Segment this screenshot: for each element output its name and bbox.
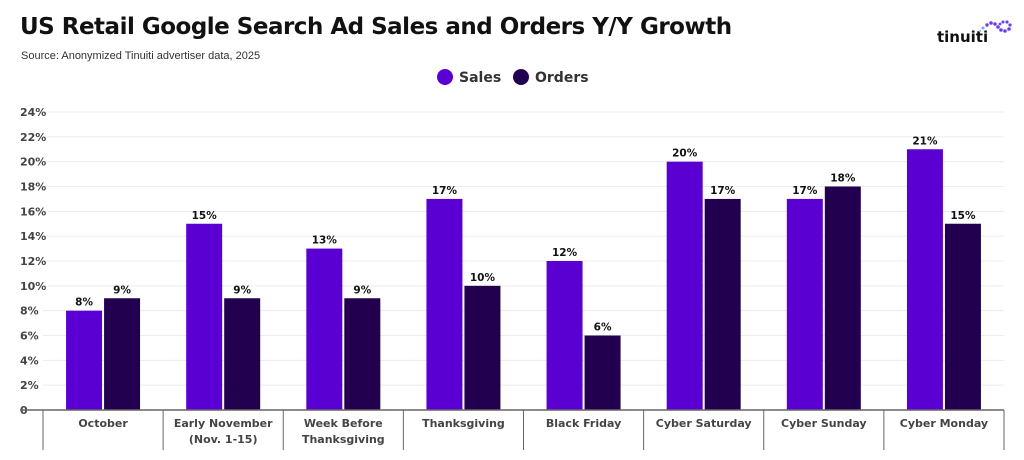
y-tick-label: 22%	[20, 131, 46, 144]
bar-orders	[584, 335, 621, 410]
bar-sales	[666, 161, 703, 410]
data-label: 18%	[830, 173, 856, 185]
data-label: 20%	[672, 148, 698, 160]
legend-label: Sales	[459, 70, 501, 86]
data-label: 13%	[312, 235, 338, 247]
bar-orders	[464, 285, 501, 410]
bar-orders	[944, 223, 981, 410]
legend-label: Orders	[535, 70, 589, 86]
y-tick-label: 4%	[20, 354, 39, 367]
data-label: 15%	[950, 210, 976, 222]
x-tick-label: Cyber Saturday	[656, 417, 752, 430]
svg-text:tinuiti: tinuiti	[937, 28, 988, 46]
x-tick-label: Black Friday	[546, 417, 621, 430]
bar-sales	[906, 149, 943, 410]
y-tick-label: 2%	[20, 379, 39, 392]
y-tick-label: 18%	[20, 181, 46, 194]
data-label: 9%	[353, 284, 371, 296]
y-tick-label: 16%	[20, 205, 46, 218]
chart-subtitle: Source: Anonymized Tinuiti advertiser da…	[21, 50, 261, 62]
bar-orders	[104, 298, 141, 410]
y-tick-label: 8%	[20, 305, 39, 318]
y-tick-label: 24%	[20, 106, 46, 119]
y-tick-label: 10%	[20, 280, 46, 293]
y-tick-label: 12%	[20, 255, 46, 268]
bar-sales	[786, 198, 823, 410]
y-tick-label: 20%	[20, 156, 46, 169]
x-tick-label: Cyber Sunday	[781, 417, 867, 430]
bar-sales	[306, 248, 343, 410]
tinuiti-logo: tinuiti	[937, 20, 1012, 46]
y-tick-label: 6%	[20, 330, 39, 343]
x-tick-label: Early November	[174, 417, 273, 430]
data-label: 8%	[75, 297, 93, 309]
data-label: 12%	[552, 247, 578, 259]
x-tick-label: Cyber Monday	[900, 417, 988, 430]
bar-orders	[704, 198, 741, 410]
data-label: 10%	[470, 272, 496, 284]
data-label: 17%	[710, 185, 736, 197]
data-label: 17%	[432, 185, 458, 197]
chart-title: US Retail Google Search Ad Sales and Ord…	[20, 14, 732, 40]
data-label: 15%	[192, 210, 218, 222]
x-tick-label: Thanksgiving	[422, 417, 505, 430]
data-label: 9%	[233, 284, 251, 296]
bar-sales	[546, 261, 583, 410]
bar-sales	[426, 198, 463, 410]
x-tick-label: Thanksgiving	[302, 433, 385, 446]
legend-marker-orders	[513, 69, 529, 85]
bar-sales	[66, 310, 103, 410]
bar-orders	[224, 298, 261, 410]
x-tick-label: October	[78, 417, 128, 430]
bar-orders	[824, 186, 861, 410]
bar-orders	[344, 298, 381, 410]
data-label: 6%	[594, 322, 612, 334]
y-tick-label: 14%	[20, 230, 46, 243]
bar-sales	[186, 223, 223, 410]
data-label: 21%	[912, 135, 938, 147]
x-tick-label: (Nov. 1-15)	[189, 433, 258, 446]
legend-marker-sales	[437, 69, 453, 85]
data-label: 17%	[792, 185, 818, 197]
data-label: 9%	[113, 284, 131, 296]
x-tick-label: Week Before	[304, 417, 383, 430]
